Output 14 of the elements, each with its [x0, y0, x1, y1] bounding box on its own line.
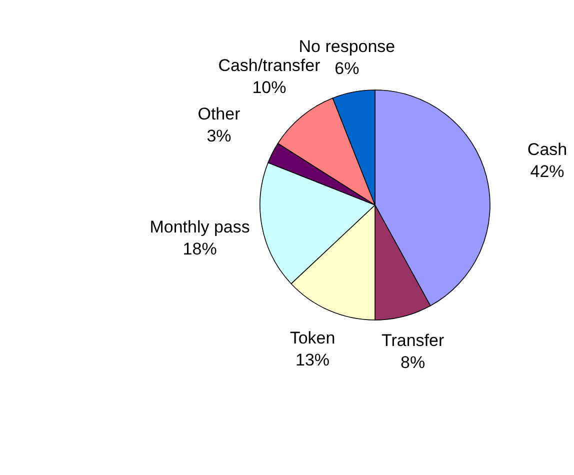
slice-label: Transfer: [381, 331, 444, 350]
data-label: 18%: [182, 239, 217, 258]
slice-label: Other: [198, 104, 241, 124]
data-label: 3%: [206, 126, 232, 146]
slice-label: No response: [298, 36, 396, 56]
data-label: 6%: [334, 58, 360, 78]
slice-label: Cash/transfer: [218, 56, 321, 76]
data-label: 13%: [296, 350, 330, 370]
slice-label: Token: [290, 328, 336, 348]
data-label: 8%: [400, 353, 426, 372]
slice-label: Monthly pass: [150, 217, 250, 236]
slice-label: Cash: [527, 140, 568, 159]
data-label: 42%: [530, 162, 564, 181]
data-label: 10%: [252, 78, 286, 98]
